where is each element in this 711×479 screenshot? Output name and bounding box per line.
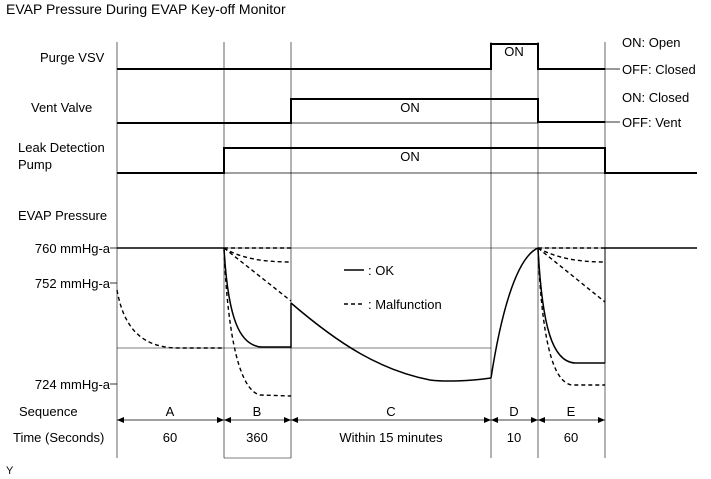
time-d: 10 [507,430,521,445]
time-e: 60 [564,430,578,445]
tick-760: 760 mmHg-a [35,241,111,256]
pump-on-label: ON [400,149,420,164]
leak-pump-signal: ON [117,147,697,174]
legend-ok-label: : OK [368,263,394,278]
time-a: 60 [163,430,177,445]
tick-724: 724 mmHg-a [35,377,111,392]
purge-on-legend: ON: Open [622,35,681,50]
phase-boundaries [116,42,606,459]
purge-vsv-signal: ON [117,43,620,70]
arrowhead [598,417,605,423]
vent-valve-signal: ON [117,98,620,124]
mal-e-deep [537,249,605,386]
mal-b-shallow [223,247,292,263]
arrowhead [538,417,545,423]
pressure-ok-trace [117,247,697,382]
tick-752: 752 mmHg-a [35,276,111,291]
ok-segment-e [537,247,605,364]
arrowhead [484,417,491,423]
pressure-axis: 760 mmHg-a 752 mmHg-a 724 mmHg-a [35,241,117,392]
purge-vsv-label: Purge VSV [40,50,105,65]
leak-pump-label-line1: Leak Detection [18,140,105,155]
time-b: 360 [246,430,268,445]
arrowhead [117,417,124,423]
ok-segment-c [290,302,492,382]
mal-e-shallow [537,247,606,263]
arrowhead [531,417,538,423]
vent-valve-trace [117,98,605,124]
leak-pump-label-line2: Pump [18,157,52,172]
sequence-d: D [509,404,518,419]
legend-malfunction-label: : Malfunction [368,297,442,312]
vent-on-label: ON [400,100,420,115]
vent-on-legend: ON: Closed [622,90,689,105]
pressure-malfunction-trace [116,247,606,397]
vent-off-legend: OFF: Vent [622,115,682,130]
ok-segment-d [490,247,539,379]
sequence-label: Sequence [19,404,78,419]
time-label: Time (Seconds) [13,430,104,445]
arrowhead [491,417,498,423]
purge-on-label: ON [504,44,524,59]
arrowhead [224,417,231,423]
sequence-c: C [386,404,395,419]
leak-pump-trace [117,147,697,174]
purge-vsv-trace [117,43,605,70]
arrowhead [217,417,224,423]
arrowhead [284,417,291,423]
sequence-e: E [567,404,576,419]
diagram-title: EVAP Pressure During EVAP Key-off Monito… [6,1,286,17]
time-c: Within 15 minutes [339,430,443,445]
vent-valve-label: Vent Valve [31,100,92,115]
sequence-a: A [166,404,175,419]
time-row: 60 360 Within 15 minutes 10 60 [163,430,578,445]
mal-e-linear [537,247,606,303]
mal-b-linear [223,247,292,302]
footer-mark: Y [6,465,14,477]
evap-pressure-label: EVAP Pressure [18,208,107,223]
mal-b-deep [223,249,292,397]
mal-segment-a [116,289,224,349]
purge-off-legend: OFF: Closed [622,62,696,77]
sequence-b: B [253,404,262,419]
sequence-row: A B C D E [117,404,605,423]
trace-legend: : OK : Malfunction [344,263,442,312]
arrowhead [291,417,298,423]
ok-segment-b [223,247,292,348]
